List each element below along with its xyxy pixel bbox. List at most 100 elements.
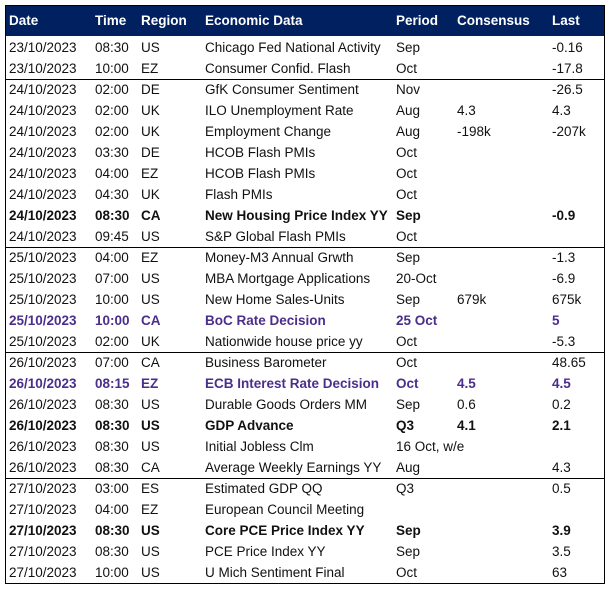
date-cell: 23/10/2023 <box>9 40 77 55</box>
event-cell: U Mich Sentiment Final <box>205 565 345 580</box>
event-cell: Money-M3 Annual Grwth <box>205 250 354 265</box>
event-cell: Core PCE Price Index YY <box>205 523 365 538</box>
date-cell: 24/10/2023 <box>9 124 77 139</box>
period-cell: Q3 <box>396 481 415 496</box>
time-cell: 07:00 <box>95 355 129 370</box>
time-cell: 08:30 <box>95 208 130 223</box>
last-cell: -17.8 <box>552 61 583 76</box>
event-cell: Employment Change <box>205 124 332 139</box>
date-cell: 24/10/2023 <box>9 229 77 244</box>
last-cell: 0.2 <box>552 397 571 412</box>
consensus-cell: 4.3 <box>457 103 476 118</box>
time-cell: 08:30 <box>95 460 129 475</box>
time-cell: 10:00 <box>95 61 129 76</box>
time-cell: 02:00 <box>95 103 129 118</box>
time-cell: 02:00 <box>95 124 129 139</box>
region-cell: UK <box>141 187 160 202</box>
date-cell: 26/10/2023 <box>9 418 77 433</box>
last-cell: -6.9 <box>552 271 576 286</box>
time-cell: 04:00 <box>95 502 129 517</box>
period-cell: Oct <box>396 229 418 244</box>
period-cell: Aug <box>396 124 421 139</box>
time-cell: 02:00 <box>95 334 129 349</box>
last-cell: 2.1 <box>552 418 571 433</box>
event-cell: Estimated GDP QQ <box>205 481 323 496</box>
period-cell: 25 Oct <box>396 313 438 328</box>
last-cell: 4.5 <box>552 376 571 391</box>
region-cell: US <box>141 418 160 433</box>
time-cell: 08:15 <box>95 376 130 391</box>
group-separator <box>5 351 605 353</box>
period-cell: Sep <box>396 292 421 307</box>
date-cell: 27/10/2023 <box>9 502 77 517</box>
time-cell: 04:30 <box>95 187 129 202</box>
event-cell: ECB Interest Rate Decision <box>205 376 380 391</box>
date-cell: 24/10/2023 <box>9 82 77 97</box>
last-cell: -5.3 <box>552 334 576 349</box>
time-cell: 10:00 <box>95 565 129 580</box>
event-cell: HCOB Flash PMIs <box>205 145 316 160</box>
region-cell: US <box>141 565 160 580</box>
header-consensus: Consensus <box>457 13 530 28</box>
region-cell: EZ <box>141 376 159 391</box>
region-cell: CA <box>141 355 160 370</box>
date-cell: 27/10/2023 <box>9 544 77 559</box>
region-cell: EZ <box>141 250 159 265</box>
header-period: Period <box>396 13 439 28</box>
region-cell: US <box>141 397 160 412</box>
event-cell: GfK Consumer Sentiment <box>205 82 359 97</box>
last-cell: 0.5 <box>552 481 571 496</box>
event-cell: Chicago Fed National Activity <box>205 40 381 55</box>
period-cell: Sep <box>396 250 421 265</box>
date-cell: 25/10/2023 <box>9 271 77 286</box>
date-cell: 24/10/2023 <box>9 103 77 118</box>
group-separator <box>5 477 605 479</box>
time-cell: 09:45 <box>95 229 129 244</box>
period-cell: Oct <box>396 334 418 349</box>
event-cell: European Council Meeting <box>205 502 365 517</box>
region-cell: UK <box>141 124 160 139</box>
period-cell: Oct <box>396 355 418 370</box>
region-cell: DE <box>141 145 160 160</box>
period-cell: 20-Oct <box>396 271 437 286</box>
period-cell: Sep <box>396 40 421 55</box>
last-cell: 48.65 <box>552 355 586 370</box>
region-cell: US <box>141 229 160 244</box>
table-border <box>5 5 605 584</box>
time-cell: 08:30 <box>95 40 129 55</box>
last-cell: 3.5 <box>552 544 571 559</box>
period-cell: Aug <box>396 103 421 118</box>
event-cell: Business Barometer <box>205 355 327 370</box>
date-cell: 26/10/2023 <box>9 376 77 391</box>
period-cell: Sep <box>396 208 421 223</box>
last-cell: 4.3 <box>552 460 571 475</box>
date-cell: 24/10/2023 <box>9 187 77 202</box>
consensus-cell: 679k <box>457 292 487 307</box>
region-cell: US <box>141 523 160 538</box>
event-cell: Average Weekly Earnings YY <box>205 460 382 475</box>
header-date: Date <box>9 13 39 28</box>
period-cell: Oct <box>396 376 419 391</box>
time-cell: 03:30 <box>95 145 129 160</box>
time-cell: 08:30 <box>95 544 129 559</box>
last-cell: 5 <box>552 313 560 328</box>
last-cell: -26.5 <box>552 82 583 97</box>
date-cell: 24/10/2023 <box>9 166 77 181</box>
region-cell: US <box>141 544 160 559</box>
header-event: Economic Data <box>205 13 303 28</box>
date-cell: 26/10/2023 <box>9 355 77 370</box>
region-cell: UK <box>141 334 160 349</box>
period-cell: Oct <box>396 565 418 580</box>
period-cell: Oct <box>396 61 418 76</box>
last-cell: 63 <box>552 565 568 580</box>
event-cell: Durable Goods Orders MM <box>205 397 368 412</box>
time-cell: 07:00 <box>95 271 129 286</box>
event-cell: ILO Unemployment Rate <box>205 103 354 118</box>
date-cell: 26/10/2023 <box>9 439 77 454</box>
consensus-cell: -198k <box>457 124 491 139</box>
period-cell: 16 Oct, w/e <box>396 439 465 454</box>
date-cell: 25/10/2023 <box>9 250 77 265</box>
event-cell: New Housing Price Index YY <box>205 208 388 223</box>
time-cell: 10:00 <box>95 313 130 328</box>
